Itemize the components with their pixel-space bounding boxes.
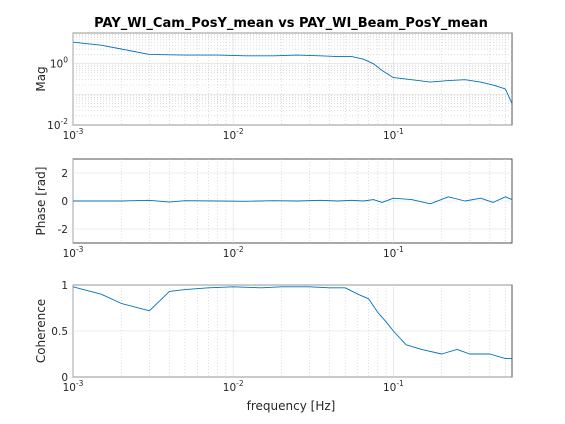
y-tick-label: 0.5 [51, 326, 68, 338]
y-tick-label: 100 [50, 56, 68, 71]
x-tick-label: 10-3 [63, 127, 84, 142]
x-tick-label: 10-3 [63, 379, 84, 394]
y-tick-label: 10-2 [47, 117, 68, 132]
y-axis-label: Phase [rad] [34, 167, 48, 236]
series-line-2 [73, 196, 513, 205]
y-axis-label: Mag [34, 66, 48, 91]
y-axis-label: Coherence [34, 299, 48, 363]
x-tick-label: 10-2 [223, 379, 244, 394]
figure-title: PAY_WI_Cam_PosY_mean vs PAY_WI_Beam_PosY… [94, 16, 488, 31]
series-line-3 [72, 286, 512, 360]
y-tick-label: 2 [61, 168, 68, 180]
x-tick-label: 10-1 [383, 127, 404, 142]
y-tick-label: 1 [61, 280, 68, 292]
series-line-1 [72, 41, 513, 104]
axes-box [72, 32, 513, 126]
y-tick-label: 0 [61, 196, 68, 208]
y-tick-label: -2 [58, 224, 68, 236]
y-tick-label: 0 [61, 372, 68, 384]
x-axis-label: frequency [Hz] [247, 399, 336, 413]
x-tick-label: 10-1 [383, 245, 404, 260]
x-tick-label: 10-1 [383, 379, 404, 394]
x-tick-label: 10-2 [223, 127, 244, 142]
x-tick-label: 10-2 [223, 245, 244, 260]
x-tick-label: 10-3 [63, 245, 84, 260]
subplot-2: 2 0 -2 10-3 10-2 10-1 Phase [rad] [34, 158, 513, 260]
subplot-3: 1 0.5 010-3 10-2 10-1 Coherence [34, 280, 513, 394]
